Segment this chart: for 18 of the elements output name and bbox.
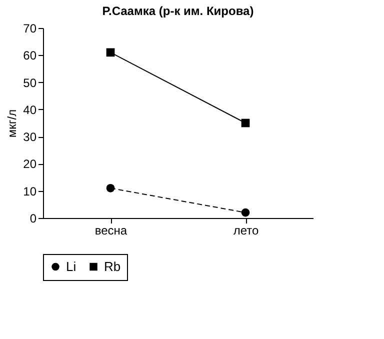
point	[241, 118, 250, 128]
y-tick-label: 50	[23, 76, 37, 90]
point	[241, 208, 250, 217]
y-tick-label: 40	[23, 102, 37, 117]
y-tick-label: 60	[23, 48, 37, 63]
chart-title: Р.Саамка (р-к им. Кирова)	[102, 4, 254, 18]
point	[106, 48, 115, 57]
legend-label: Li	[66, 258, 76, 274]
legend-label: Rb	[104, 258, 121, 274]
y-tick-label: 70	[23, 22, 37, 36]
y-tick-label: 10	[23, 184, 37, 198]
point	[106, 184, 115, 192]
y-tick-label: 30	[23, 130, 37, 144]
y-tick-label: 20	[23, 157, 37, 172]
y-tick-label: 0	[30, 212, 37, 226]
x-tick-label: весна	[94, 224, 128, 238]
y-axis-title: мкг/л	[5, 109, 20, 138]
x-tick-label: лето	[233, 224, 259, 238]
